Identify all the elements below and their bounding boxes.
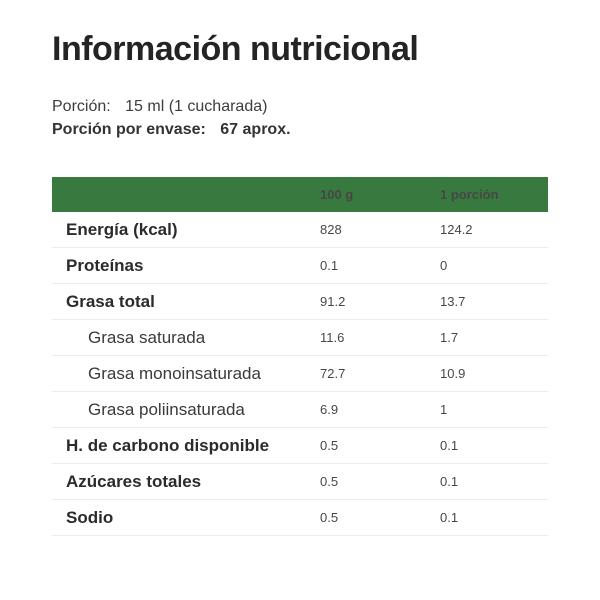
column-header-1-porcion: 1 porción [440,187,499,202]
value-100g: 0.5 [320,510,339,525]
table-row: Azúcares totales 0.5 0.1 [52,464,548,500]
serving-size-label: Porción: [52,98,111,115]
servings-per-container-line: Porción por envase: 67 aprox. [52,118,548,141]
table-row: Grasa total 91.2 13.7 [52,284,548,320]
servings-per-container-label: Porción por envase: [52,121,206,138]
value-1-porcion: 13.7 [440,294,466,309]
value-100g: 828 [320,222,342,237]
value-100g: 72.7 [320,366,346,381]
table-row: Energía (kcal) 828 124.2 [52,212,548,248]
value-1-porcion: 1.7 [440,330,459,345]
value-100g: 0.5 [320,438,339,453]
value-1-porcion: 1 [440,402,448,417]
value-1-porcion: 0 [440,258,448,273]
page-title: Información nutricional [52,30,419,68]
nutrient-label: Grasa total [66,291,155,311]
value-1-porcion: 0.1 [440,510,459,525]
column-header-100g: 100 g [320,187,354,202]
nutrient-label: H. de carbono disponible [66,435,270,455]
serving-size-value: 15 ml (1 cucharada) [125,98,268,115]
value-100g: 11.6 [320,330,345,345]
value-100g: 91.2 [320,294,346,309]
value-1-porcion: 0.1 [440,438,459,453]
nutrition-label: Información nutricional Porción: 15 ml (… [52,30,548,536]
nutrient-label: Grasa monoinsaturada [88,363,261,383]
nutrient-label: Azúcares totales [66,471,202,491]
value-100g: 0.5 [320,474,339,489]
table-row: H. de carbono disponible 0.5 0.1 [52,428,548,464]
table-body: Energía (kcal) 828 124.2 Proteínas 0.1 0… [52,212,548,536]
value-1-porcion: 0.1 [440,474,459,489]
value-100g: 6.9 [320,402,339,417]
nutrient-label: Grasa saturada [88,327,206,347]
nutrient-label: Sodio [66,507,114,527]
table-row: Grasa saturada 11.6 1.7 [52,320,548,356]
table-row: Grasa monoinsaturada 72.7 10.9 [52,356,548,392]
nutrient-label: Proteínas [66,255,144,275]
table-row: Sodio 0.5 0.1 [52,500,548,536]
nutrient-label: Grasa poliinsaturada [88,399,245,419]
table-row: Proteínas 0.1 0 [52,248,548,284]
nutrient-label: Energía (kcal) [66,219,178,239]
value-100g: 0.1 [320,258,339,273]
serving-size-line: Porción: 15 ml (1 cucharada) [52,95,548,118]
servings-per-container-value: 67 aprox. [220,121,291,138]
value-1-porcion: 10.9 [440,366,466,381]
nutrition-table: 100 g 1 porción Energía (kcal) 828 124.2… [52,177,548,536]
value-1-porcion: 124.2 [440,222,473,237]
table-row: Grasa poliinsaturada 6.9 1 [52,392,548,428]
table-header-row: 100 g 1 porción [52,177,548,212]
